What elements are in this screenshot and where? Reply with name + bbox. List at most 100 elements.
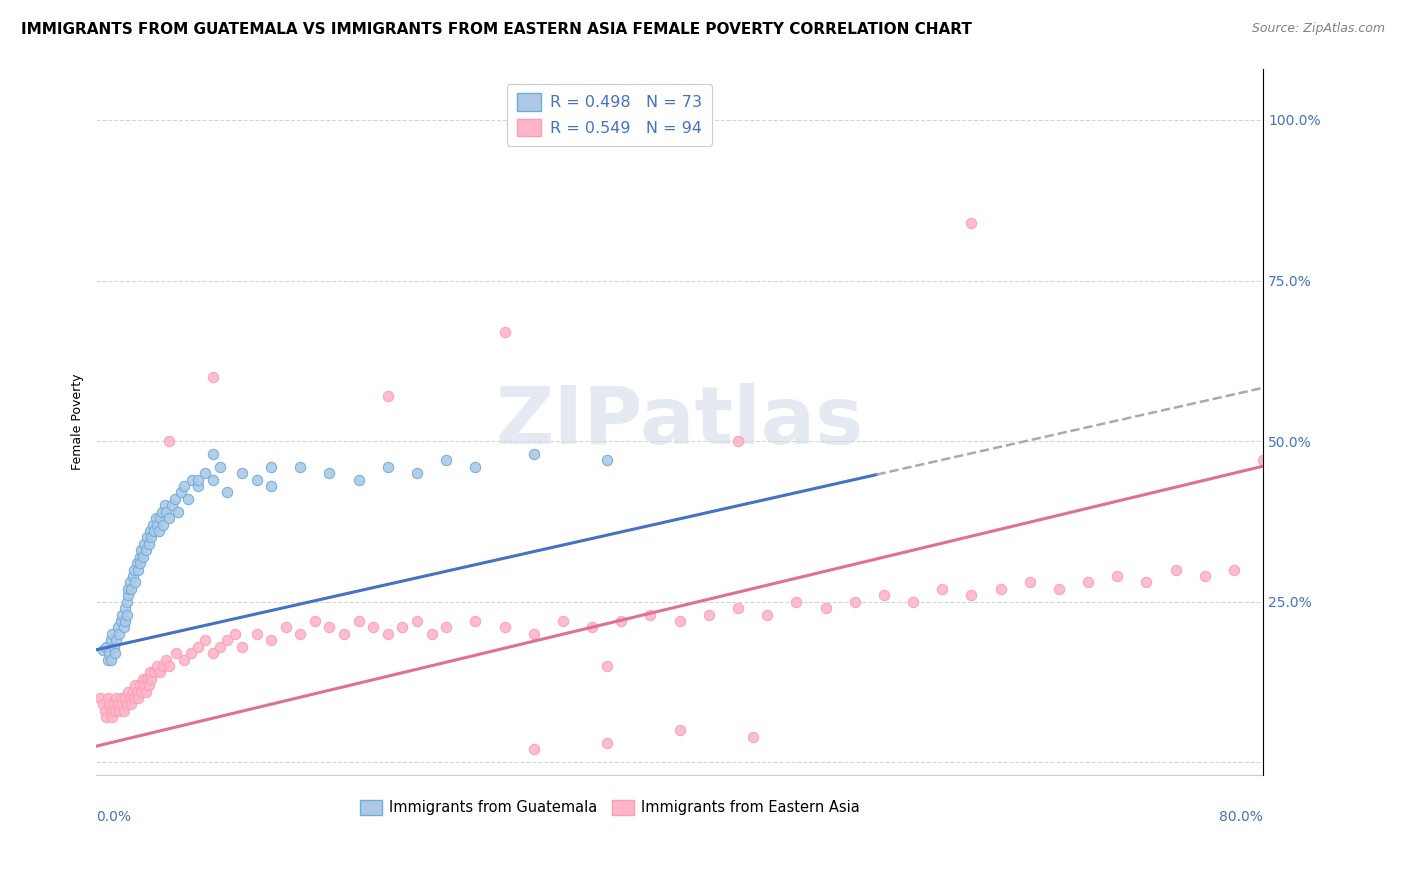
Text: IMMIGRANTS FROM GUATEMALA VS IMMIGRANTS FROM EASTERN ASIA FEMALE POVERTY CORRELA: IMMIGRANTS FROM GUATEMALA VS IMMIGRANTS … [21, 22, 972, 37]
Point [406, 467, 429, 481]
Point [217, 485, 239, 500]
Point [124, 678, 146, 692]
Point [391, 620, 413, 634]
Point [114, 601, 136, 615]
Point [245, 627, 267, 641]
Point [224, 627, 246, 641]
Point [347, 473, 370, 487]
Point [1135, 575, 1157, 590]
Point [149, 665, 172, 680]
Point [377, 627, 399, 641]
Point [741, 730, 763, 744]
Point [231, 467, 253, 481]
Point [132, 672, 155, 686]
Point [136, 672, 159, 686]
Point [104, 704, 127, 718]
Point [120, 582, 142, 596]
Point [120, 698, 142, 712]
Point [668, 614, 690, 628]
Point [100, 704, 122, 718]
Point [610, 614, 633, 628]
Point [96, 640, 118, 654]
Point [377, 459, 399, 474]
Text: Source: ZipAtlas.com: Source: ZipAtlas.com [1251, 22, 1385, 36]
Point [785, 595, 807, 609]
Point [117, 588, 139, 602]
Point [122, 563, 145, 577]
Point [153, 499, 176, 513]
Point [990, 582, 1012, 596]
Point [103, 698, 125, 712]
Point [117, 684, 139, 698]
Point [157, 434, 180, 449]
Point [114, 614, 136, 628]
Point [110, 691, 132, 706]
Point [187, 640, 209, 654]
Point [117, 582, 139, 596]
Point [551, 614, 574, 628]
Point [111, 607, 134, 622]
Point [125, 556, 148, 570]
Point [201, 646, 224, 660]
Point [128, 556, 150, 570]
Point [152, 659, 174, 673]
Point [112, 620, 135, 634]
Point [121, 569, 143, 583]
Point [110, 614, 132, 628]
Point [125, 684, 148, 698]
Point [107, 620, 129, 634]
Point [155, 505, 177, 519]
Point [494, 325, 516, 339]
Point [318, 467, 340, 481]
Point [100, 652, 122, 666]
Point [142, 517, 165, 532]
Point [141, 672, 163, 686]
Point [115, 698, 138, 712]
Point [143, 524, 166, 538]
Point [138, 537, 160, 551]
Point [135, 543, 157, 558]
Point [103, 640, 125, 654]
Point [105, 691, 128, 706]
Point [260, 459, 283, 474]
Point [115, 607, 138, 622]
Point [434, 453, 457, 467]
Point [132, 549, 155, 564]
Point [180, 646, 202, 660]
Point [201, 473, 224, 487]
Point [166, 505, 188, 519]
Point [434, 620, 457, 634]
Point [89, 691, 111, 706]
Point [209, 459, 232, 474]
Point [187, 473, 209, 487]
Point [960, 216, 983, 230]
Point [157, 511, 180, 525]
Point [173, 652, 195, 666]
Point [121, 684, 143, 698]
Point [104, 646, 127, 660]
Point [318, 620, 340, 634]
Point [377, 389, 399, 403]
Point [160, 499, 183, 513]
Point [127, 563, 149, 577]
Point [640, 607, 662, 622]
Point [108, 704, 131, 718]
Point [96, 710, 118, 724]
Point [1194, 569, 1216, 583]
Point [148, 524, 170, 538]
Point [163, 491, 186, 506]
Point [97, 691, 120, 706]
Point [143, 665, 166, 680]
Point [595, 453, 617, 467]
Point [111, 698, 134, 712]
Point [1223, 563, 1246, 577]
Point [134, 678, 156, 692]
Point [157, 659, 180, 673]
Point [1107, 569, 1129, 583]
Point [124, 575, 146, 590]
Point [523, 627, 546, 641]
Point [931, 582, 953, 596]
Point [231, 640, 253, 654]
Point [134, 537, 156, 551]
Point [194, 467, 217, 481]
